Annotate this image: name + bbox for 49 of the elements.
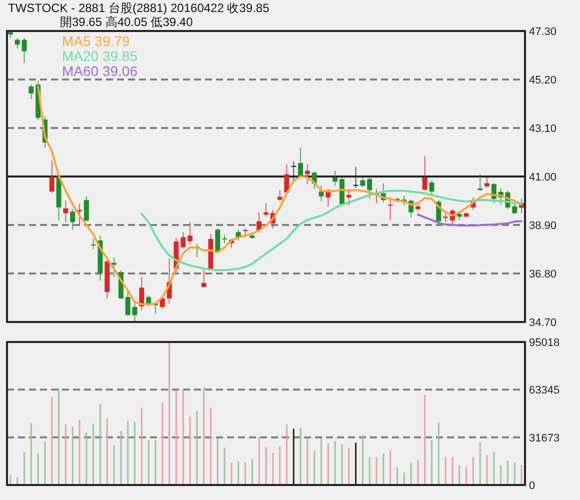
- candlestick: [304, 164, 310, 185]
- candlestick: [188, 222, 193, 245]
- candlestick: [201, 270, 206, 288]
- line-series: [140, 190, 523, 272]
- candlestick: [332, 170, 338, 186]
- candlestick: [63, 200, 68, 223]
- candlestick: [360, 177, 366, 188]
- candlestick: [125, 290, 130, 316]
- candlestick: [298, 147, 304, 178]
- candlestick: [132, 301, 138, 322]
- y-tick-label: 43.10: [529, 123, 557, 135]
- candlestick: [284, 164, 290, 194]
- candlestick: [512, 203, 518, 214]
- y-tick-label: 0: [529, 480, 536, 492]
- y-tick-label: 63345: [529, 384, 560, 397]
- candlestick: [77, 203, 82, 226]
- chart-title: TWSTOCK - 2881 台股(2881) 20160422 收39.85: [8, 1, 270, 15]
- line-series: [416, 214, 523, 226]
- candlestick: [367, 177, 372, 200]
- y-tick-label: 45.20: [529, 74, 557, 86]
- candlestick: [388, 197, 393, 220]
- candlestick: [22, 37, 27, 64]
- y-tick-label: 36.80: [529, 268, 557, 280]
- candlestick: [346, 188, 352, 206]
- chart-subtitle: 開39.65 高40.05 低39.40: [60, 15, 194, 29]
- candlestick: [28, 84, 34, 100]
- candlestick: [484, 176, 490, 188]
- text: MA20 39.85: [62, 48, 138, 64]
- candlestick: [318, 185, 324, 202]
- text: MA60 39.06: [62, 63, 138, 79]
- candlestick: [14, 37, 20, 49]
- candlestick: [90, 238, 96, 250]
- y-tick-label: 95018: [529, 337, 560, 349]
- candlestick: [84, 196, 89, 222]
- candlestick: [70, 208, 76, 230]
- candlestick: [478, 174, 483, 192]
- y-tick-label: 47.30: [529, 26, 557, 38]
- y-tick-label: 34.70: [529, 317, 557, 329]
- candlestick: [49, 160, 54, 194]
- line-series: [37, 85, 523, 306]
- candlestick: [429, 180, 434, 196]
- text: MA5 39.79: [62, 33, 130, 49]
- y-tick-label: 31673: [529, 432, 560, 444]
- candlestick: [139, 276, 144, 311]
- candlestick: [422, 155, 428, 191]
- y-tick-label: 38.90: [529, 220, 557, 232]
- candlestick: [180, 232, 186, 249]
- candlestick: [277, 190, 282, 202]
- y-tick-label: 41.00: [529, 172, 557, 184]
